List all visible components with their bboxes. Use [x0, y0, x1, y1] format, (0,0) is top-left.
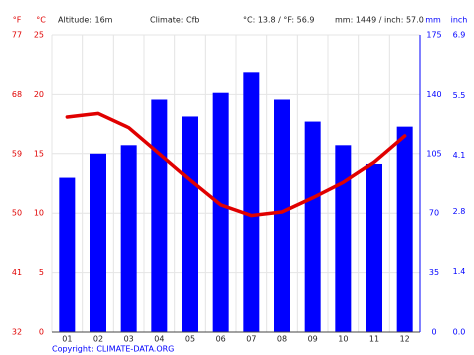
x-tick-label: 06	[216, 335, 226, 344]
inch-tick-label: 6.9	[453, 31, 466, 40]
bar	[243, 72, 260, 332]
mean-temperature: °C: 13.8 / °F: 56.9	[243, 16, 314, 25]
bar	[274, 99, 290, 333]
inch-tick-label: 5.5	[453, 91, 466, 100]
mm-tick-label: 35	[429, 268, 439, 277]
mm-tick-label: 105	[426, 149, 441, 158]
inch-tick-label: 2.8	[453, 207, 466, 216]
bar	[396, 126, 413, 332]
c-axis-unit: °C	[36, 16, 46, 25]
bar	[182, 116, 198, 332]
f-tick-label: 32	[12, 328, 22, 337]
x-tick-label: 05	[185, 335, 195, 344]
bar	[151, 99, 168, 333]
x-tick-label: 09	[308, 335, 318, 344]
x-tick-label: 07	[246, 335, 256, 344]
mm-tick-label: 140	[426, 90, 441, 99]
x-tick-label: 04	[154, 335, 164, 344]
bar	[366, 163, 382, 332]
f-tick-label: 50	[12, 209, 22, 218]
mm-tick-label: 0	[431, 328, 436, 337]
bar	[90, 153, 106, 332]
c-tick-label: 5	[39, 268, 44, 277]
f-tick-label: 59	[12, 149, 22, 158]
mm-axis-unit: mm	[425, 16, 441, 25]
altitude: Altitude: 16m	[58, 16, 113, 25]
bar	[120, 145, 137, 332]
x-tick-label: 12	[400, 335, 410, 344]
f-tick-label: 41	[12, 268, 22, 277]
x-tick-label: 01	[62, 335, 72, 344]
inch-tick-label: 1.4	[453, 267, 466, 276]
x-tick-label: 03	[124, 335, 134, 344]
inch-tick-label: 4.1	[453, 151, 466, 160]
x-tick-label: 11	[369, 335, 379, 344]
inch-axis-unit: inch	[451, 16, 468, 25]
x-tick-label: 08	[277, 335, 287, 344]
x-tick-label: 10	[338, 335, 348, 344]
bar	[212, 92, 229, 333]
f-axis-unit: °F	[13, 16, 22, 25]
annual-precipitation: mm: 1449 / inch: 57.0	[335, 16, 424, 25]
mm-tick-label: 175	[426, 31, 441, 40]
f-tick-label: 68	[12, 90, 22, 99]
inch-tick-label: 0.0	[453, 328, 466, 337]
mm-tick-label: 70	[429, 209, 439, 218]
c-tick-label: 25	[34, 31, 44, 40]
f-tick-label: 77	[12, 31, 22, 40]
copyright: Copyright: CLIMATE-DATA.ORG	[52, 345, 174, 354]
bar	[59, 177, 76, 332]
c-tick-label: 15	[34, 149, 44, 158]
x-tick-label: 02	[93, 335, 103, 344]
climate: Climate: Cfb	[150, 16, 200, 25]
c-tick-label: 10	[34, 209, 44, 218]
bar	[335, 145, 352, 332]
bar	[304, 121, 321, 332]
c-tick-label: 20	[34, 90, 44, 99]
c-tick-label: 0	[39, 328, 44, 337]
temperature-line	[65, 111, 407, 218]
